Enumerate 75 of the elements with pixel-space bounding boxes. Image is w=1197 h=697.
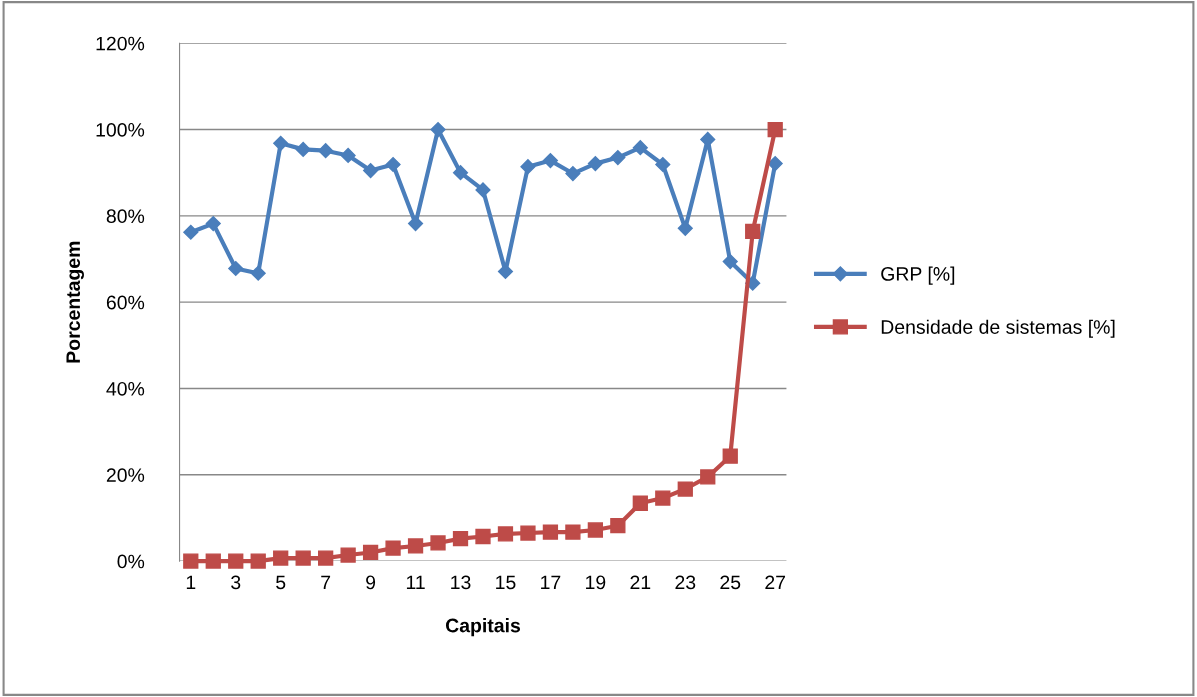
- x-tick-label: 11: [406, 575, 425, 590]
- point: [475, 528, 491, 545]
- y-tick-label: 60%: [106, 295, 145, 310]
- point: [407, 538, 424, 554]
- point: [767, 121, 783, 138]
- point: [295, 141, 311, 157]
- point: [452, 165, 469, 181]
- point: [250, 265, 266, 281]
- x-tick-label: 17: [541, 575, 561, 590]
- point: [520, 525, 536, 541]
- point: [362, 544, 379, 561]
- point: [677, 481, 693, 497]
- x-tick-label: 13: [451, 575, 471, 590]
- point: [542, 153, 558, 169]
- point: [745, 223, 761, 240]
- point: [632, 495, 648, 511]
- point: [587, 156, 603, 172]
- point: [565, 165, 581, 182]
- x-tick-label: 3: [231, 575, 241, 590]
- point: [183, 224, 199, 240]
- x-tick-label: 9: [366, 575, 376, 590]
- y-tick-label: 80%: [106, 209, 145, 224]
- point: [520, 159, 536, 175]
- point: [655, 490, 671, 506]
- point: [407, 216, 424, 232]
- point: [542, 524, 559, 540]
- point: [767, 156, 783, 172]
- legend-label: GRP [%]: [881, 266, 955, 285]
- x-tick-label: 1: [186, 575, 196, 590]
- point: [250, 553, 266, 569]
- point: [385, 156, 401, 173]
- point: [610, 518, 626, 534]
- x-tick-label: 5: [276, 575, 286, 590]
- point: [655, 156, 671, 173]
- point: [722, 448, 738, 464]
- point: [452, 531, 469, 547]
- y-axis-title: Porcentagem: [66, 241, 84, 363]
- point: [205, 553, 221, 569]
- y-tick-label: 0%: [117, 554, 145, 569]
- point: [430, 121, 446, 138]
- y-tick-label: 40%: [106, 381, 145, 396]
- point: [565, 524, 581, 540]
- y-tick-label: 100%: [96, 122, 145, 137]
- x-tick-label: 25: [720, 575, 741, 590]
- legend-label: Densidade de sistemas [%]: [881, 319, 1115, 338]
- x-tick-label: 7: [321, 575, 331, 590]
- point: [228, 553, 244, 569]
- point: [385, 540, 401, 556]
- point: [700, 469, 716, 485]
- point: [430, 535, 446, 551]
- point: [183, 553, 199, 569]
- y-tick-label: 20%: [106, 468, 145, 483]
- point: [497, 526, 514, 542]
- x-tick-label: 23: [675, 575, 696, 590]
- y-tick-label: 120%: [96, 36, 145, 51]
- point: [205, 216, 221, 232]
- point: [318, 143, 334, 159]
- point: [295, 550, 311, 566]
- x-tick-label: 15: [496, 575, 516, 590]
- point: [587, 522, 604, 538]
- point: [228, 260, 244, 277]
- point: [475, 182, 491, 198]
- x-tick-label: 21: [630, 575, 651, 590]
- point: [722, 254, 738, 270]
- point: [363, 162, 379, 179]
- x-tick-label: 27: [765, 575, 786, 590]
- x-tick-label: 19: [586, 575, 606, 590]
- point: [610, 150, 626, 166]
- x-axis-title: Capitais: [445, 618, 521, 637]
- point: [318, 550, 334, 566]
- point: [632, 140, 648, 156]
- point: [340, 547, 356, 563]
- point: [273, 550, 289, 566]
- point: [273, 135, 289, 151]
- point: [340, 147, 356, 163]
